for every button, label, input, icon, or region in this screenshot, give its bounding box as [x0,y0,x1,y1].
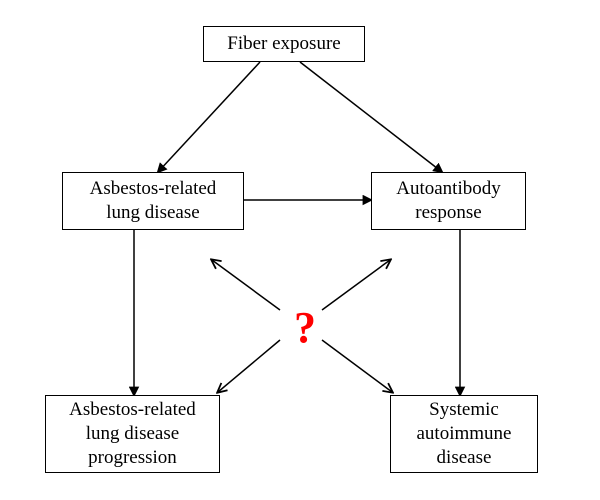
node-systemic-autoimmune: Systemicautoimmunedisease [390,395,538,473]
edge-arrow [300,62,442,172]
node-label: Autoantibodyresponse [396,177,501,225]
cross-arrow [322,260,390,310]
question-mark: ? [294,302,316,353]
cross-arrow [322,340,392,392]
edge-arrow [158,62,260,172]
cross-arrow [212,260,280,310]
node-disease-progression: Asbestos-relatedlung diseaseprogression [45,395,220,473]
node-label: Asbestos-relatedlung disease [90,177,217,225]
node-label: Fiber exposure [227,32,340,56]
node-asbestos-disease: Asbestos-relatedlung disease [62,172,244,230]
node-label: Systemicautoimmunedisease [417,398,512,469]
question-mark-text: ? [294,303,316,352]
node-autoantibody-response: Autoantibodyresponse [371,172,526,230]
cross-arrow [218,340,280,392]
node-label: Asbestos-relatedlung diseaseprogression [69,398,196,469]
node-fiber-exposure: Fiber exposure [203,26,365,62]
